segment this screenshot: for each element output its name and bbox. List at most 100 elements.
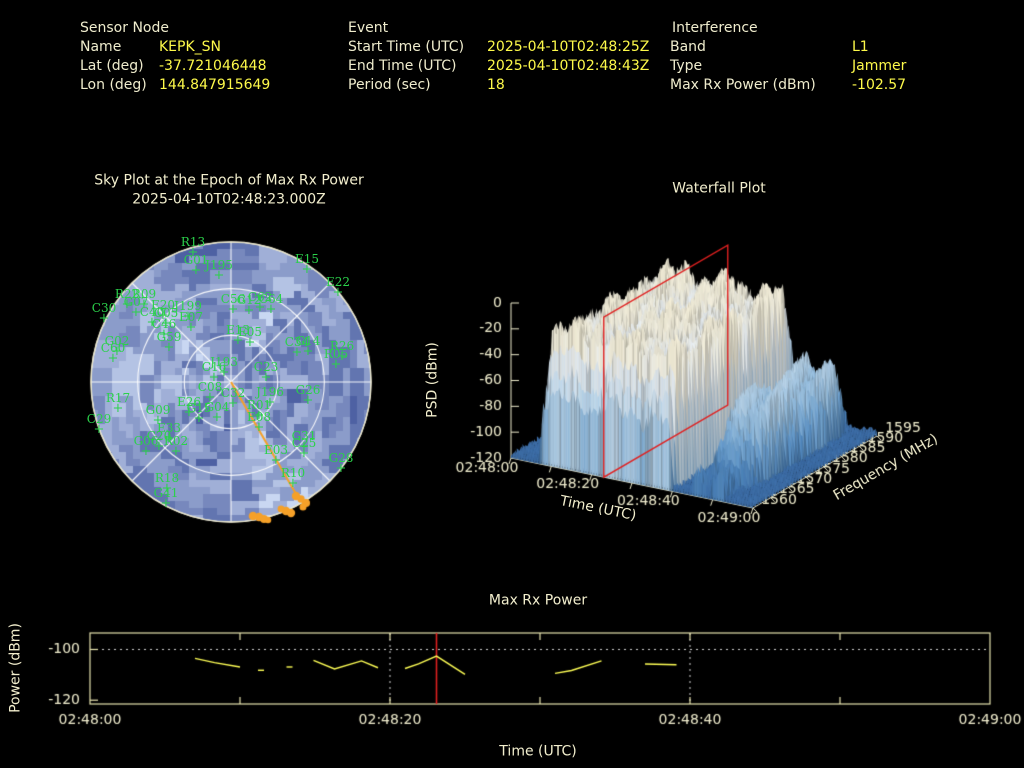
satellite-label-C25: C25 xyxy=(291,436,317,450)
satellite-label-G28: G28 xyxy=(328,451,354,465)
satellite-label-C56: C56 xyxy=(220,292,246,306)
satellite-label-C32: C32 xyxy=(220,386,246,400)
sensor-section-title: Sensor Node xyxy=(80,20,169,36)
satellite-marker-R10: + xyxy=(287,476,299,491)
event-period-value: 18 xyxy=(487,77,505,93)
interference-type-value: Jammer xyxy=(852,58,907,74)
satellite-label-E33: E33 xyxy=(156,421,182,435)
satellite-label-R22: R22 xyxy=(114,287,140,301)
satellite-marker-R13: + xyxy=(187,245,199,260)
satellite-marker-C56: + xyxy=(227,302,239,317)
satellite-label-G59: G59 xyxy=(156,330,182,344)
event-end-value: 2025-04-10T02:48:43Z xyxy=(487,58,650,74)
sensor-lat-label: Lat (deg) xyxy=(80,58,144,74)
event-period-label: Period (sec) xyxy=(348,77,431,93)
satellite-label-R13: R13 xyxy=(180,235,206,249)
satellite-marker-R09: + xyxy=(138,297,150,312)
event-start-label: Start Time (UTC) xyxy=(348,39,465,55)
satellite-marker-R22: + xyxy=(121,297,133,312)
satellite-marker-G31: + xyxy=(298,439,310,454)
satellite-marker-E15: + xyxy=(301,262,313,277)
event-start-value: 2025-04-10T02:48:25Z xyxy=(487,39,650,55)
satellite-label-E20: E20 xyxy=(150,298,176,312)
satellite-marker-E08: + xyxy=(253,420,265,435)
satellite-marker-G07: + xyxy=(130,305,142,320)
satellite-label-J195: J195 xyxy=(205,258,233,272)
satellite-label-C62: C62 xyxy=(247,290,273,304)
sensor-name-label: Name xyxy=(80,39,122,55)
satellite-label-J199: J199 xyxy=(174,299,202,313)
satellite-marker-E05: + xyxy=(244,335,256,350)
satellite-label-C08: C08 xyxy=(197,380,223,394)
satellite-marker-C34: + xyxy=(291,345,303,360)
satellite-marker-R05: + xyxy=(330,357,342,372)
satellite-label-E05: E05 xyxy=(237,325,263,339)
sky-plot-title: Sky Plot at the Epoch of Max Rx Power xyxy=(94,172,364,189)
satellite-label-C29: C29 xyxy=(86,412,112,426)
satellite-marker-G02: + xyxy=(111,344,123,359)
satellite-marker-J193: + xyxy=(218,365,230,380)
interference-band-value: L1 xyxy=(852,39,869,55)
satellite-marker-G28: + xyxy=(335,461,347,476)
interference-section-title: Interference xyxy=(672,20,758,36)
satellite-marker-G04: + xyxy=(211,410,223,425)
satellite-marker-C62: + xyxy=(254,300,266,315)
satellite-label-C64: C64 xyxy=(258,292,284,306)
satellite-label-G26: G26 xyxy=(295,383,321,397)
satellite-label-J196: J196 xyxy=(256,385,284,399)
satellite-label-J193: J193 xyxy=(210,355,238,369)
satellite-label-R18: R18 xyxy=(154,471,180,485)
satellite-label-G04: G04 xyxy=(204,400,230,414)
satellite-marker-C64: + xyxy=(265,302,277,317)
satellite-label-R26: R26 xyxy=(329,339,355,353)
satellite-marker-J195: + xyxy=(213,268,225,283)
satellite-marker-C60: + xyxy=(107,351,119,366)
satellite-label-G31: G31 xyxy=(291,429,317,443)
satellite-marker-G15: + xyxy=(193,411,205,426)
sensor-name-value: KEPK_SN xyxy=(159,39,222,55)
max-rx-power-title: Max Rx Power xyxy=(488,592,588,609)
waterfall-title: Waterfall Plot xyxy=(672,180,766,197)
satellite-label-C30: C30 xyxy=(91,301,117,315)
satellite-label-E22: E22 xyxy=(325,275,351,289)
satellite-marker-G06: + xyxy=(140,444,152,459)
satellite-marker-E20: + xyxy=(157,308,169,323)
satellite-marker-R02: + xyxy=(170,444,182,459)
satellite-marker-C08: + xyxy=(204,390,216,405)
satellite-label-E03: E03 xyxy=(263,443,289,457)
satellite-marker-C40: + xyxy=(146,315,158,330)
satellite-marker-C23: + xyxy=(260,370,272,385)
sensor-lon-label: Lon (deg) xyxy=(80,77,147,93)
satellite-marker-E07: + xyxy=(185,320,197,335)
satellite-marker-G12: + xyxy=(243,303,255,318)
satellite-marker-E22: + xyxy=(332,285,344,300)
sky-plot-subtitle: 2025-04-10T02:48:23.000Z xyxy=(132,191,326,208)
satellite-label-C46: C46 xyxy=(151,317,177,331)
satellite-label-C40: C40 xyxy=(139,305,165,319)
satellite-label-E08: E08 xyxy=(246,410,272,424)
satellite-marker-E13: + xyxy=(232,333,244,348)
interference-band-label: Band xyxy=(670,39,706,55)
satellite-marker-G14: + xyxy=(302,344,314,359)
satellite-label-C20: C20 xyxy=(146,429,172,443)
satellite-label-E26: E26 xyxy=(176,395,202,409)
satellite-label-R05: R05 xyxy=(323,347,349,361)
satellite-label-G07: G07 xyxy=(123,295,149,309)
event-end-label: End Time (UTC) xyxy=(348,58,457,74)
satellite-label-E07: E07 xyxy=(178,310,204,324)
satellite-marker-C16: + xyxy=(208,370,220,385)
satellite-label-G15: G15 xyxy=(186,401,212,415)
satellite-marker-C30: + xyxy=(98,311,110,326)
waterfall-psd-axis-label: PSD (dBm) xyxy=(424,342,441,418)
satellite-marker-C29: + xyxy=(93,422,105,437)
satellite-marker-E03: + xyxy=(270,453,282,468)
satellite-marker-C25: + xyxy=(298,446,310,461)
satellite-marker-R18: + xyxy=(161,481,173,496)
satellite-marker-R01: + xyxy=(253,408,265,423)
satellite-label-G41: G41 xyxy=(153,486,179,500)
satellite-label-C34: C34 xyxy=(284,335,310,349)
satellite-label-C23: C23 xyxy=(253,360,279,374)
satellite-marker-E33: + xyxy=(163,431,175,446)
sensor-lon-value: 144.847915649 xyxy=(159,77,271,93)
